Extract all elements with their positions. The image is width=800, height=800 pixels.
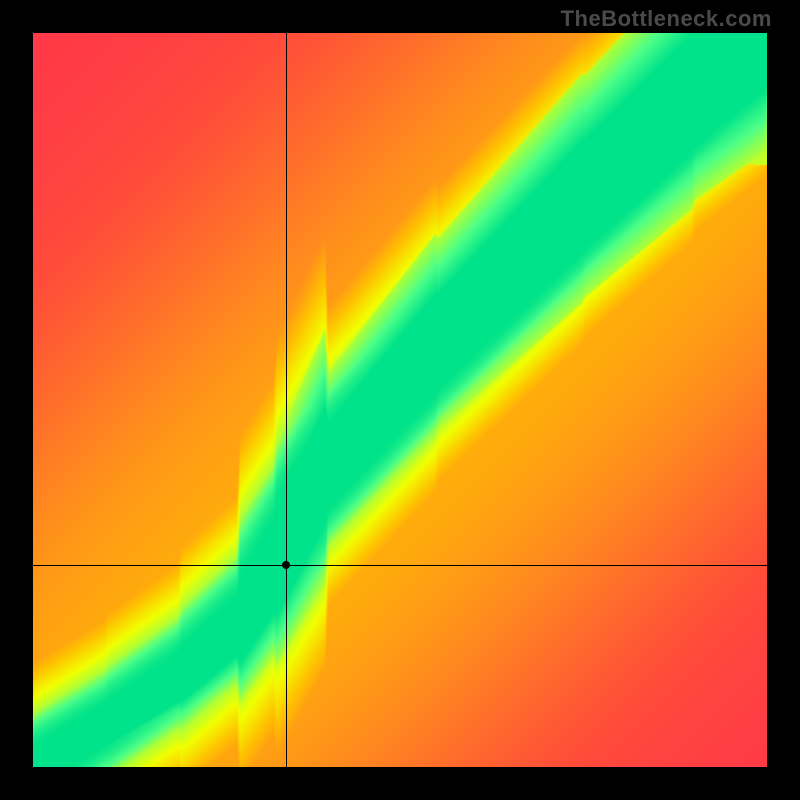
heatmap-plot xyxy=(33,33,767,767)
crosshair-dot xyxy=(282,561,290,569)
crosshair-vertical xyxy=(286,33,287,767)
watermark-text: TheBottleneck.com xyxy=(561,6,772,32)
heatmap-canvas xyxy=(33,33,767,767)
crosshair-horizontal xyxy=(33,565,767,566)
